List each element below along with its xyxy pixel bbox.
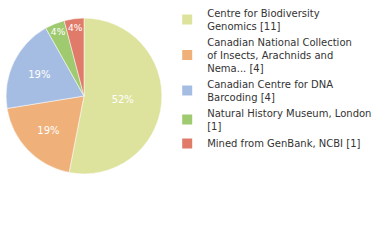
- svg-text:4%: 4%: [68, 23, 83, 33]
- svg-text:19%: 19%: [37, 125, 59, 136]
- svg-text:Mined from GenBank, NCBI [1]: Mined from GenBank, NCBI [1]: [207, 138, 360, 149]
- svg-text:Centre for BiodiversityGenomic: Centre for BiodiversityGenomics [11]: [207, 8, 320, 32]
- svg-text:52%: 52%: [112, 94, 134, 105]
- svg-text:4%: 4%: [51, 27, 66, 37]
- svg-text:Canadian Centre for DNABarcodi: Canadian Centre for DNABarcoding [4]: [207, 79, 333, 103]
- svg-text:Canadian National Collectionof: Canadian National Collectionof Insects, …: [207, 37, 352, 74]
- svg-text:Natural History Museum, London: Natural History Museum, London[1]: [207, 108, 371, 132]
- svg-text:19%: 19%: [28, 69, 50, 80]
